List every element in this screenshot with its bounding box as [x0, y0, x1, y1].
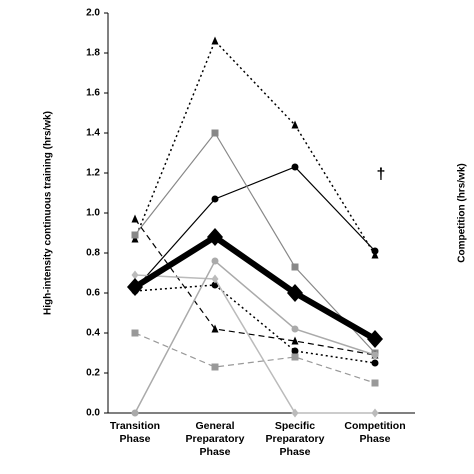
y-tick-label: 2.0 — [86, 8, 100, 19]
marker — [211, 36, 219, 45]
marker — [211, 324, 219, 333]
x-tick-label: Transition Phase — [109, 420, 161, 445]
marker — [131, 214, 139, 223]
marker — [291, 408, 299, 418]
series-line — [134, 166, 376, 290]
marker — [211, 195, 219, 203]
series-line — [134, 284, 376, 364]
y-tick-label: 1.4 — [86, 128, 100, 139]
marker — [291, 263, 299, 271]
y-tick-label: 0.4 — [86, 328, 100, 339]
marker — [291, 120, 299, 129]
series-line — [134, 218, 376, 356]
y-tick-label: 1.6 — [86, 88, 100, 99]
marker — [127, 278, 143, 296]
series-line — [134, 131, 376, 354]
marker — [291, 347, 299, 355]
marker — [291, 353, 299, 361]
y-tick-label: 1.0 — [86, 208, 100, 219]
marker — [211, 257, 219, 265]
marker — [291, 325, 299, 333]
marker — [371, 351, 379, 359]
marker — [131, 329, 139, 337]
annotation: † — [377, 166, 386, 183]
marker — [371, 408, 379, 418]
y2-axis-label: Competition (hrs/wk) — [457, 163, 468, 262]
marker — [207, 228, 223, 246]
marker — [131, 409, 139, 417]
marker — [287, 284, 303, 302]
marker — [131, 270, 139, 280]
series-line — [133, 233, 377, 342]
y-axis-label: High-intensity continuous training (hrs/… — [43, 111, 54, 315]
series-line — [134, 259, 376, 414]
series-line — [134, 332, 376, 384]
y-tick-label: 1.8 — [86, 48, 100, 59]
marker — [371, 379, 379, 387]
marker — [291, 336, 299, 345]
marker — [211, 129, 219, 137]
marker — [371, 359, 379, 367]
marker — [131, 231, 139, 239]
marker — [211, 363, 219, 371]
series-line — [134, 39, 376, 256]
marker — [371, 247, 379, 255]
marker — [291, 163, 299, 171]
marker — [367, 330, 383, 348]
y-tick-label: 0.8 — [86, 248, 100, 259]
series-line — [134, 274, 375, 414]
y-tick-label: 0.0 — [86, 408, 100, 419]
y-tick-label: 1.2 — [86, 168, 100, 179]
y-tick-label: 0.2 — [86, 368, 100, 379]
y-tick-label: 0.6 — [86, 288, 100, 299]
x-tick-label: Specific Preparatory Phase — [265, 420, 325, 458]
x-tick-label: General Preparatory Phase — [185, 420, 245, 458]
marker — [211, 274, 219, 284]
x-tick-label: Competition Phase — [344, 420, 406, 445]
